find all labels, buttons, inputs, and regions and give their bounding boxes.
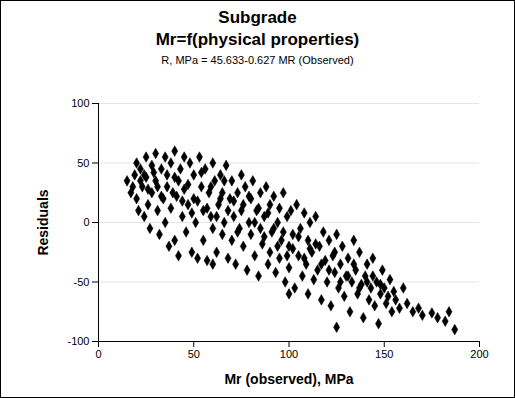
html-text:R, MPa = 45.633-0.627 MR (Obse: R, MPa = 45.633-0.627 MR (Observed) [161, 54, 354, 66]
html-text:Mr=f(physical properties): Mr=f(physical properties) [155, 30, 360, 49]
svg-text:Mr (observed), MPa: Mr (observed), MPa [224, 371, 353, 387]
svg-text:0: 0 [83, 216, 89, 228]
svg-text:200: 200 [470, 348, 488, 360]
svg-text:-50: -50 [74, 276, 90, 288]
svg-text:50: 50 [188, 348, 200, 360]
svg-text:100: 100 [71, 97, 89, 109]
svg-text:100: 100 [280, 348, 298, 360]
svg-text:-100: -100 [67, 335, 89, 347]
svg-text:0: 0 [95, 348, 101, 360]
svg-text:150: 150 [375, 348, 393, 360]
html-text:Subgrade: Subgrade [218, 8, 297, 27]
svg-text:50: 50 [77, 157, 89, 169]
svg-text:Residuals: Residuals [35, 189, 51, 255]
